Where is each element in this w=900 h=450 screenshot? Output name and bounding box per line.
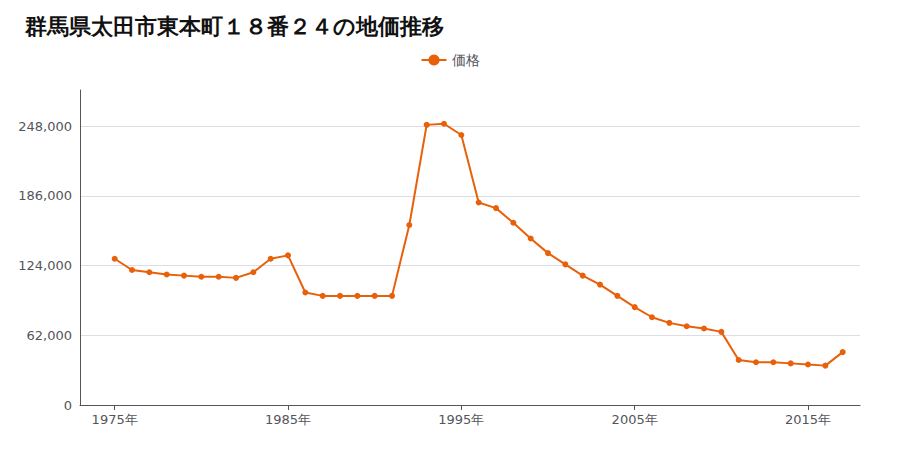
svg-text:248,000: 248,000 [18,119,72,134]
svg-text:124,000: 124,000 [18,258,72,273]
svg-text:1975年: 1975年 [92,412,138,427]
svg-text:価格: 価格 [452,52,480,68]
svg-text:0: 0 [64,398,72,413]
svg-text:186,000: 186,000 [18,188,72,203]
svg-text:62,000: 62,000 [27,328,73,343]
svg-text:1995年: 1995年 [438,412,484,427]
svg-text:2015年: 2015年 [785,412,831,427]
svg-text:群馬県太田市東本町１８番２４の地価推移: 群馬県太田市東本町１８番２４の地価推移 [24,14,444,39]
svg-text:2005年: 2005年 [612,412,658,427]
svg-text:1985年: 1985年 [265,412,311,427]
